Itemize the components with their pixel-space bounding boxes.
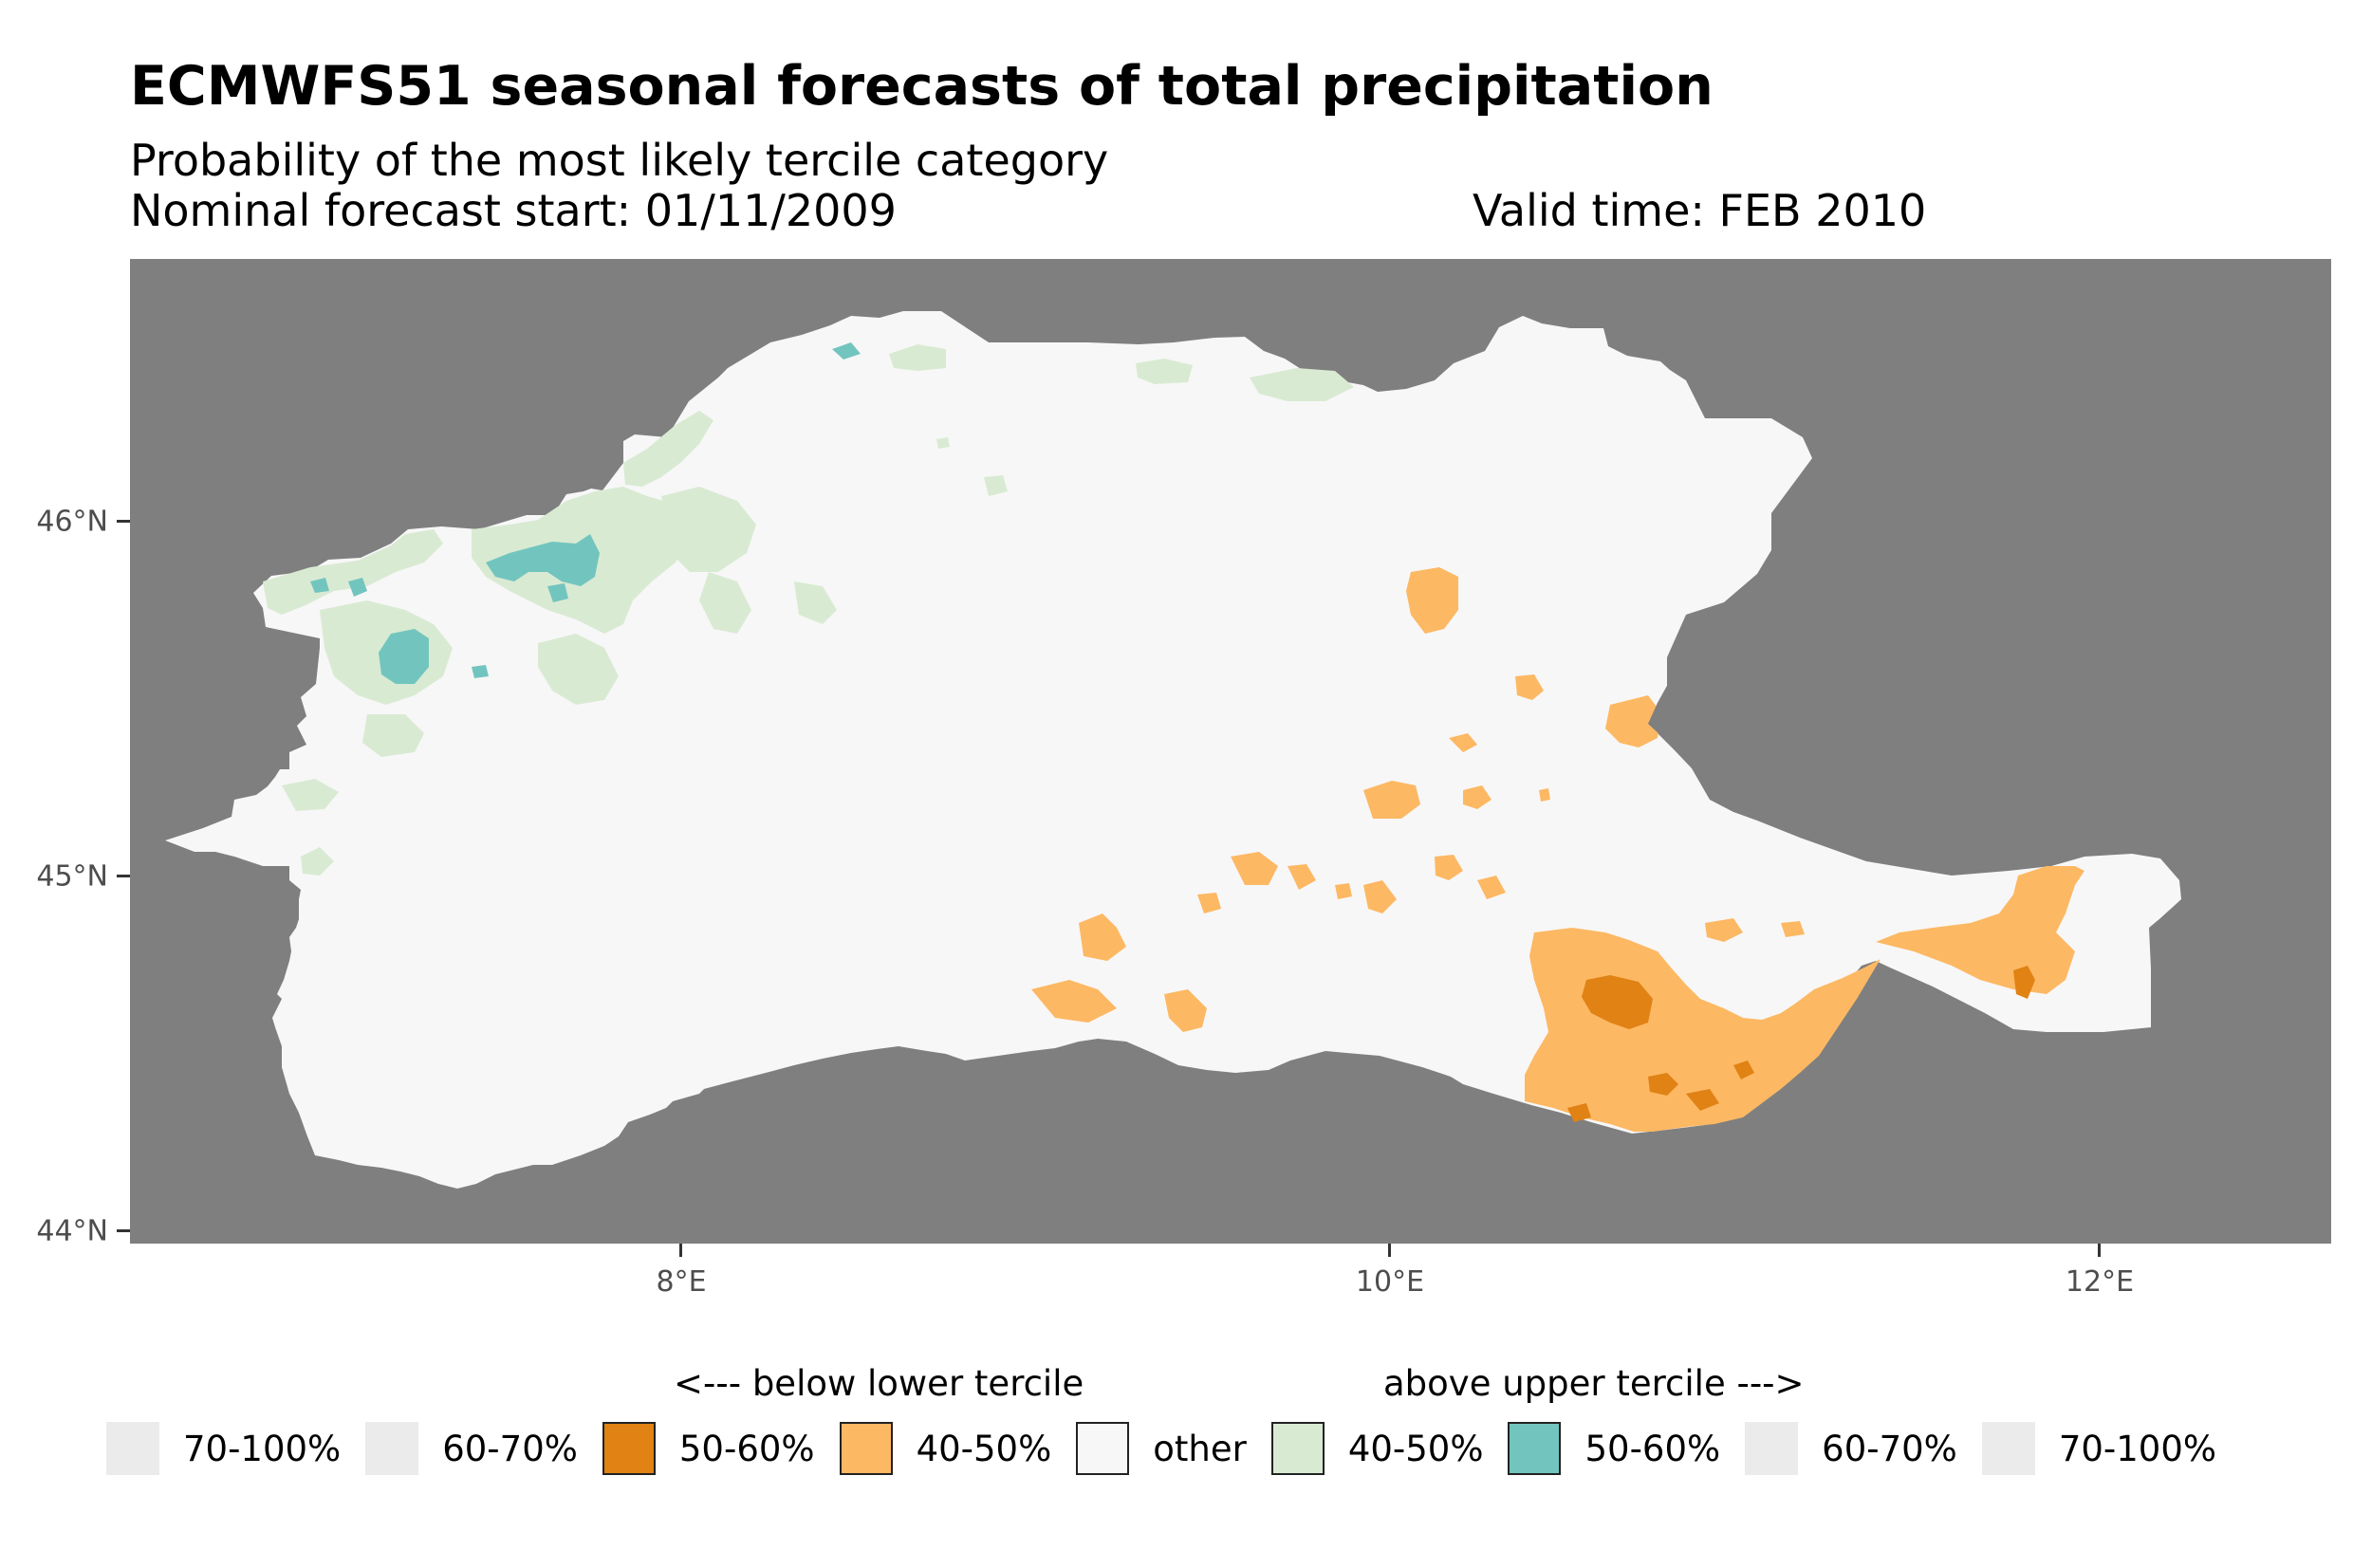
legend-key — [106, 1422, 159, 1475]
y-tick-label-44: 44°N — [36, 1214, 108, 1248]
legend-key — [602, 1422, 656, 1475]
y-tick-mark-45 — [117, 875, 130, 877]
legend-key — [1745, 1422, 1799, 1475]
legend-item: 70-100% — [106, 1422, 341, 1475]
x-tick-label-12: 12°E — [2065, 1265, 2135, 1299]
legend-label: 40-50% — [1347, 1428, 1484, 1469]
legend-item: 70-100% — [1981, 1422, 2217, 1475]
y-tick-mark-44 — [117, 1229, 130, 1232]
legend-item: 60-70% — [1745, 1422, 1957, 1475]
legend-label: 40-50% — [916, 1428, 1052, 1469]
legend-key — [365, 1422, 419, 1475]
legend-label: other — [1153, 1428, 1247, 1469]
x-tick-mark-12 — [2098, 1244, 2101, 1257]
legend-item: 60-70% — [365, 1422, 578, 1475]
x-tick-mark-10 — [1388, 1244, 1391, 1257]
legend-key — [1981, 1422, 2035, 1475]
y-tick-label-46: 46°N — [36, 505, 108, 539]
legend-item: 50-60% — [602, 1422, 815, 1475]
legend-key — [1508, 1422, 1562, 1475]
x-tick-label-10: 10°E — [1355, 1265, 1425, 1299]
region-above-50-60 — [310, 342, 861, 684]
map-panel — [130, 259, 2331, 1244]
legend-key — [839, 1422, 893, 1475]
legend-item: other — [1076, 1422, 1247, 1475]
sea-overlay — [1648, 487, 2331, 913]
legend-label: 70-100% — [2058, 1428, 2217, 1469]
legend-below-heading: <--- below lower tercile — [674, 1363, 1084, 1404]
chart-subtitle: Probability of the most likely tercile c… — [130, 135, 1109, 186]
legend-key — [1076, 1422, 1130, 1475]
legend-key — [1270, 1422, 1325, 1475]
legend: 70-100% 60-70% 50-60% 40-50% other 40-50% 50-6… — [106, 1420, 2241, 1477]
legend-label: 60-70% — [1822, 1428, 1957, 1469]
legend-label: 50-60% — [678, 1428, 815, 1469]
legend-item: 50-60% — [1508, 1422, 1720, 1475]
y-tick-mark-46 — [117, 520, 130, 523]
legend-label: 50-60% — [1584, 1428, 1721, 1469]
legend-label: 70-100% — [183, 1428, 342, 1469]
legend-item: 40-50% — [1270, 1422, 1484, 1475]
valid-time: Valid time: FEB 2010 — [1473, 185, 1927, 236]
legend-item: 40-50% — [839, 1422, 1052, 1475]
map-svg — [165, 311, 2331, 1189]
y-tick-label-45: 45°N — [36, 859, 108, 894]
forecast-start: Nominal forecast start: 01/11/2009 — [130, 185, 897, 236]
chart-title: ECMWFS51 seasonal forecasts of total pre… — [130, 55, 1714, 118]
x-tick-label-8: 8°E — [656, 1265, 707, 1299]
legend-above-heading: above upper tercile ---> — [1383, 1363, 1805, 1404]
x-tick-mark-8 — [679, 1244, 682, 1257]
legend-label: 60-70% — [442, 1428, 578, 1469]
region-below-50-60 — [1567, 966, 2035, 1122]
